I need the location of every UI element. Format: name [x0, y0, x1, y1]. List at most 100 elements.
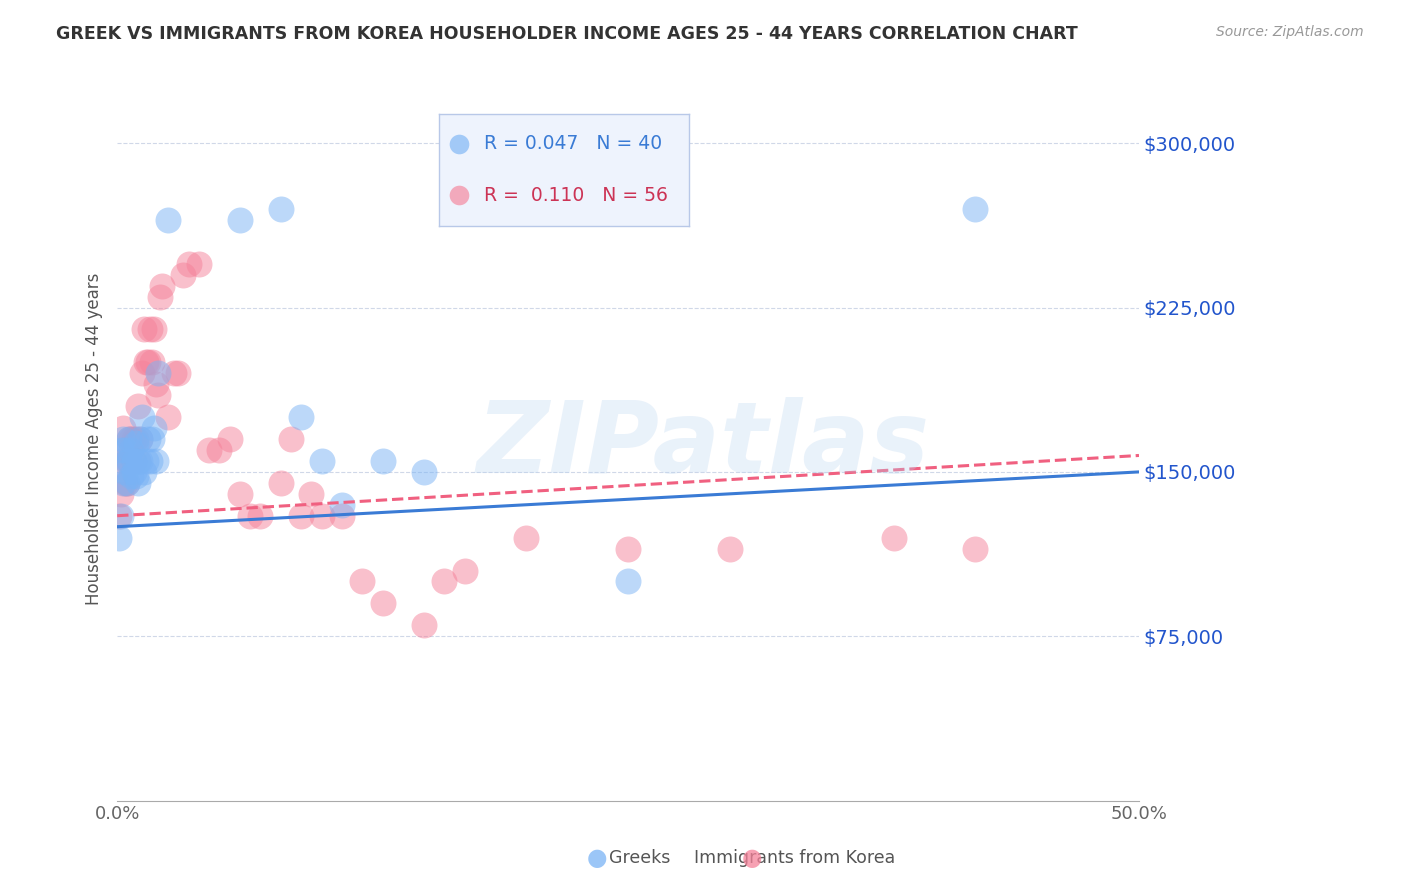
Point: [117, 454, 139, 468]
Point: [110, 508, 132, 523]
Text: GREEK VS IMMIGRANTS FROM KOREA HOUSEHOLDER INCOME AGES 25 - 44 YEARS CORRELATION: GREEK VS IMMIGRANTS FROM KOREA HOUSEHOLD…: [56, 25, 1078, 43]
Point: [229, 487, 252, 501]
Point: [121, 432, 143, 446]
Point: [132, 322, 155, 336]
Point: [131, 410, 153, 425]
Point: [132, 465, 155, 479]
Point: [965, 541, 987, 556]
Point: [110, 442, 132, 457]
Point: [157, 213, 180, 227]
Point: [122, 465, 145, 479]
Point: [127, 399, 149, 413]
Point: [280, 432, 302, 446]
Point: [617, 541, 640, 556]
Point: [124, 469, 146, 483]
Point: [172, 268, 194, 282]
Point: [131, 366, 153, 380]
Point: [433, 574, 456, 589]
Point: [143, 322, 166, 336]
Point: [239, 508, 262, 523]
Point: [412, 618, 434, 632]
Point: [145, 454, 167, 468]
Point: [117, 475, 139, 490]
Point: [110, 487, 132, 501]
Point: [270, 475, 292, 490]
Point: [108, 508, 131, 523]
Point: [127, 475, 149, 490]
Point: [135, 355, 157, 369]
Text: ZIPatlas: ZIPatlas: [477, 398, 929, 494]
Point: [114, 442, 136, 457]
Point: [249, 508, 271, 523]
Point: [187, 257, 209, 271]
Point: [177, 257, 200, 271]
Point: [290, 410, 312, 425]
Point: [122, 432, 145, 446]
Point: [330, 498, 353, 512]
Text: ●: ●: [588, 847, 607, 870]
Point: [163, 366, 186, 380]
Point: [118, 454, 141, 468]
Point: [114, 475, 136, 490]
Point: [118, 432, 141, 446]
Text: Greeks: Greeks: [609, 849, 671, 867]
Point: [145, 377, 167, 392]
Point: [127, 454, 149, 468]
Point: [141, 432, 163, 446]
Point: [270, 202, 292, 216]
Point: [128, 432, 150, 446]
Point: [299, 487, 322, 501]
Point: [112, 454, 135, 468]
Text: Source: ZipAtlas.com: Source: ZipAtlas.com: [1216, 25, 1364, 39]
Point: [157, 410, 180, 425]
Point: [136, 432, 159, 446]
Point: [127, 454, 149, 468]
Point: [167, 366, 190, 380]
Point: [143, 421, 166, 435]
Point: [150, 278, 173, 293]
Point: [412, 465, 434, 479]
Point: [311, 508, 333, 523]
Point: [124, 436, 146, 450]
Point: [114, 465, 136, 479]
Point: [141, 355, 163, 369]
Point: [128, 454, 150, 468]
Point: [208, 442, 231, 457]
Point: [883, 531, 905, 545]
Text: ●: ●: [742, 847, 762, 870]
Point: [290, 508, 312, 523]
Point: [311, 454, 333, 468]
Point: [112, 432, 135, 446]
Point: [118, 454, 141, 468]
Point: [146, 366, 169, 380]
Point: [139, 322, 162, 336]
Point: [118, 432, 141, 446]
Point: [121, 442, 143, 457]
Point: [112, 421, 135, 435]
Y-axis label: Householder Income Ages 25 - 44 years: Householder Income Ages 25 - 44 years: [86, 273, 103, 605]
Point: [136, 355, 159, 369]
Point: [114, 442, 136, 457]
Point: [617, 574, 640, 589]
Point: [229, 213, 252, 227]
Point: [117, 454, 139, 468]
Point: [198, 442, 221, 457]
Point: [149, 289, 172, 303]
Point: [330, 508, 353, 523]
Point: [352, 574, 374, 589]
Point: [128, 432, 150, 446]
Point: [117, 475, 139, 490]
Point: [371, 454, 394, 468]
Point: [121, 469, 143, 483]
Point: [112, 475, 135, 490]
Point: [218, 432, 240, 446]
Point: [108, 531, 131, 545]
Point: [453, 564, 475, 578]
Point: [146, 388, 169, 402]
Point: [515, 531, 537, 545]
Point: [124, 432, 146, 446]
Point: [718, 541, 741, 556]
Point: [122, 454, 145, 468]
Text: Immigrants from Korea: Immigrants from Korea: [693, 849, 896, 867]
Point: [135, 454, 157, 468]
